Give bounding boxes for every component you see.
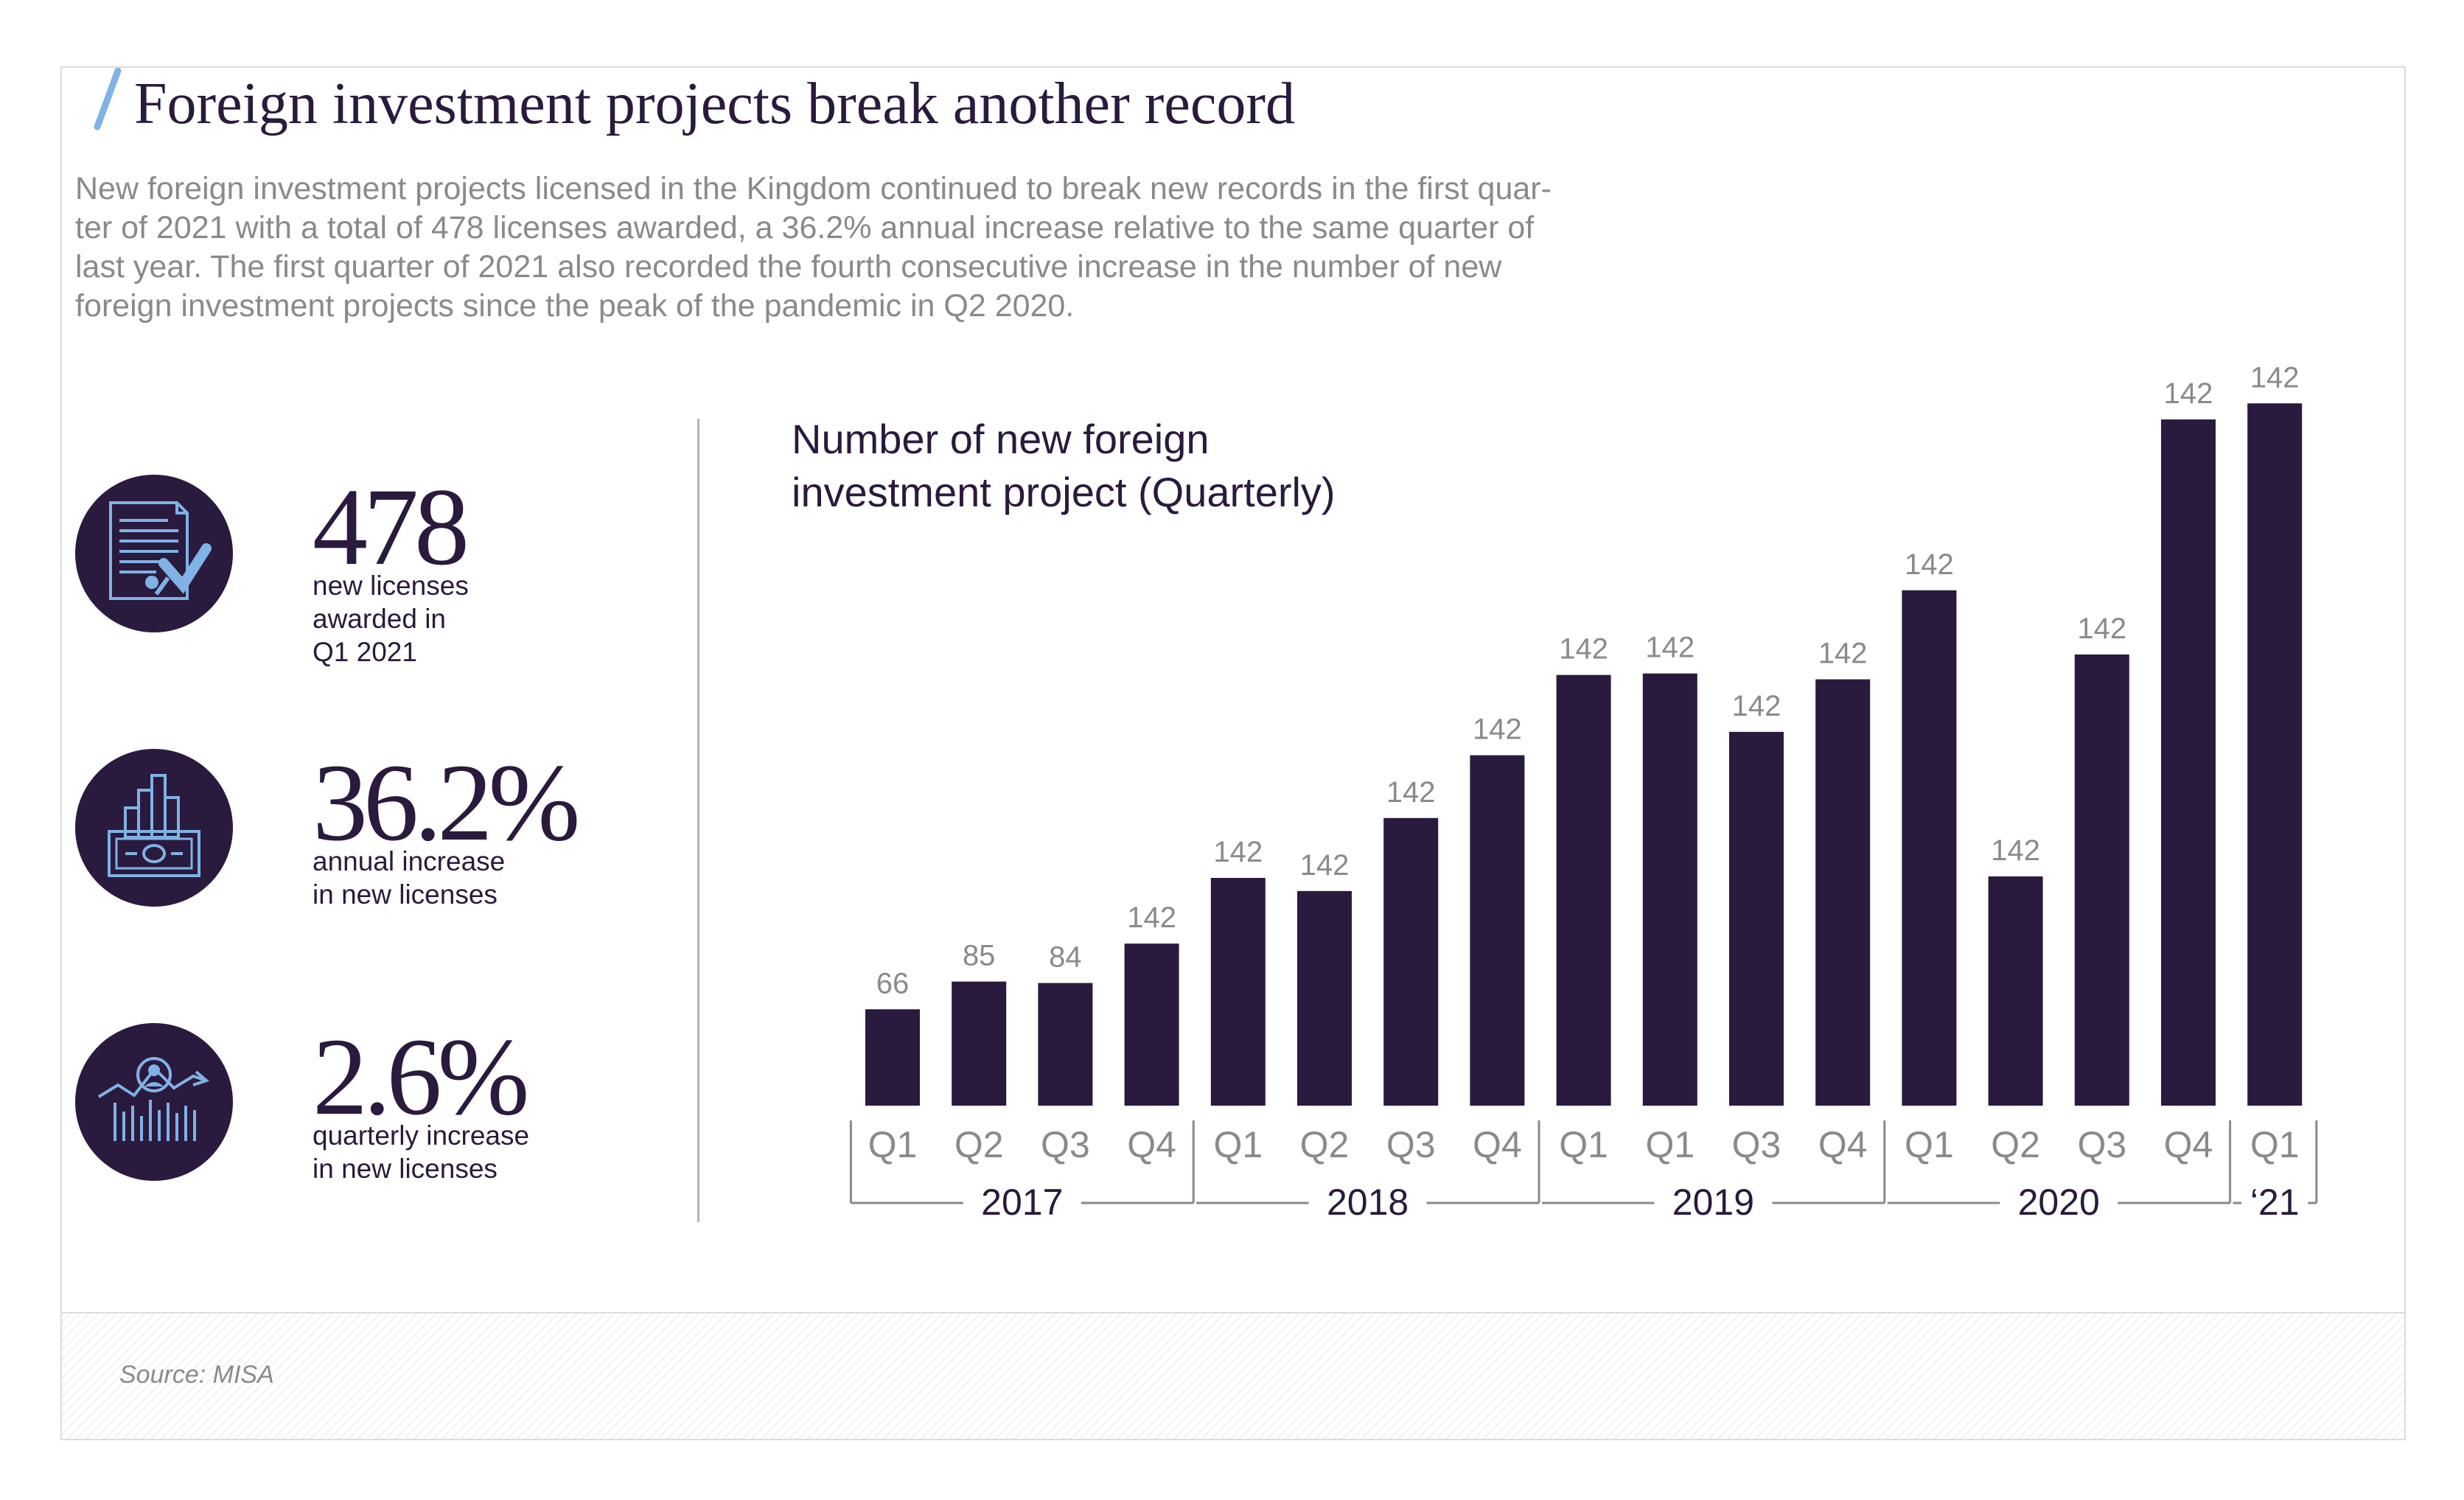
stat-label-annual: annual increase in new licenses [313, 846, 506, 910]
x-tick-label: Q4 [1818, 1124, 1868, 1165]
bar [1038, 983, 1093, 1106]
x-tick-label: Q3 [1732, 1124, 1781, 1165]
bar [952, 981, 1007, 1106]
bar [1988, 876, 2043, 1106]
data-label: 142 [1300, 849, 1350, 882]
x-tick-label: Q1 [2250, 1124, 2300, 1165]
data-label: 142 [2164, 377, 2213, 410]
x-tick-label: Q4 [1127, 1124, 1176, 1165]
growth-building-icon [75, 749, 233, 907]
x-tick-label: Q2 [954, 1124, 1004, 1165]
year-group-label: 2018 [1327, 1182, 1409, 1223]
x-tick-label: Q3 [2077, 1124, 2126, 1165]
year-group-label: 2020 [2018, 1182, 2100, 1223]
x-tick-label: Q3 [1386, 1124, 1436, 1165]
bar [1642, 673, 1697, 1106]
infographic-card: Source: MISA [60, 66, 2406, 1440]
data-label: 142 [1213, 836, 1263, 868]
x-tick-label: Q1 [1645, 1124, 1695, 1165]
data-label: 142 [2250, 361, 2300, 394]
x-tick-label: Q2 [1300, 1124, 1350, 1165]
x-tick-label: Q1 [1905, 1124, 1954, 1165]
year-group-label: 2019 [1672, 1182, 1754, 1223]
x-tick-label: Q3 [1041, 1124, 1090, 1165]
year-group-label: ‘21 [2250, 1182, 2300, 1223]
bar [1470, 755, 1525, 1106]
data-label: 142 [1818, 638, 1868, 670]
data-label: 84 [1049, 941, 1082, 974]
stat-value-licenses: 478 [313, 466, 470, 588]
data-label: 142 [2077, 613, 2126, 645]
bar [1383, 817, 1439, 1106]
bar [1297, 890, 1352, 1106]
accent-slash-icon [94, 68, 122, 130]
year-group-label: 2017 [981, 1182, 1063, 1223]
data-label: 142 [1559, 633, 1608, 666]
chart-title: Number of new foreign investment project… [792, 416, 1336, 515]
data-label: 142 [1645, 632, 1695, 664]
bar [1902, 590, 1957, 1106]
bar [865, 1009, 920, 1106]
bar [1124, 943, 1179, 1106]
data-label: 85 [963, 940, 996, 972]
stat-value-annual: 36.2% [313, 742, 580, 864]
divider [697, 419, 699, 1222]
bar [1729, 731, 1784, 1106]
data-label: 66 [876, 967, 910, 1000]
data-label: 142 [1732, 690, 1781, 722]
page-title: Foreign investment projects break anothe… [134, 71, 1295, 136]
x-tick-label: Q2 [1991, 1124, 2040, 1165]
source-note: Source: MISA [119, 1361, 274, 1389]
data-label: 142 [1991, 834, 2040, 867]
bar [2074, 654, 2129, 1106]
x-tick-label: Q4 [2164, 1124, 2213, 1165]
footer: Source: MISA [62, 1312, 2404, 1439]
x-tick-label: Q1 [1213, 1124, 1263, 1165]
data-label: 142 [1386, 776, 1436, 809]
bar [1556, 674, 1611, 1106]
intro-paragraph: New foreign investment projects licensed… [75, 171, 1552, 324]
bar [1210, 878, 1266, 1106]
data-label: 142 [1905, 548, 1954, 581]
x-tick-label: Q1 [868, 1124, 918, 1165]
stat-label-quarterly: quarterly increase in new licenses [313, 1120, 530, 1184]
bar [1815, 679, 1871, 1106]
stat-value-quarterly: 2.6% [313, 1016, 529, 1138]
bar [2247, 403, 2303, 1106]
license-document-icon [75, 475, 233, 632]
investor-chart-icon [75, 1023, 233, 1181]
x-tick-label: Q1 [1559, 1124, 1608, 1165]
x-tick-label: Q4 [1473, 1124, 1522, 1165]
bar [2161, 419, 2216, 1106]
stat-label-licenses: new licenses awarded in Q1 2021 [313, 571, 469, 667]
data-label: 142 [1127, 901, 1176, 934]
data-label: 142 [1473, 714, 1522, 746]
